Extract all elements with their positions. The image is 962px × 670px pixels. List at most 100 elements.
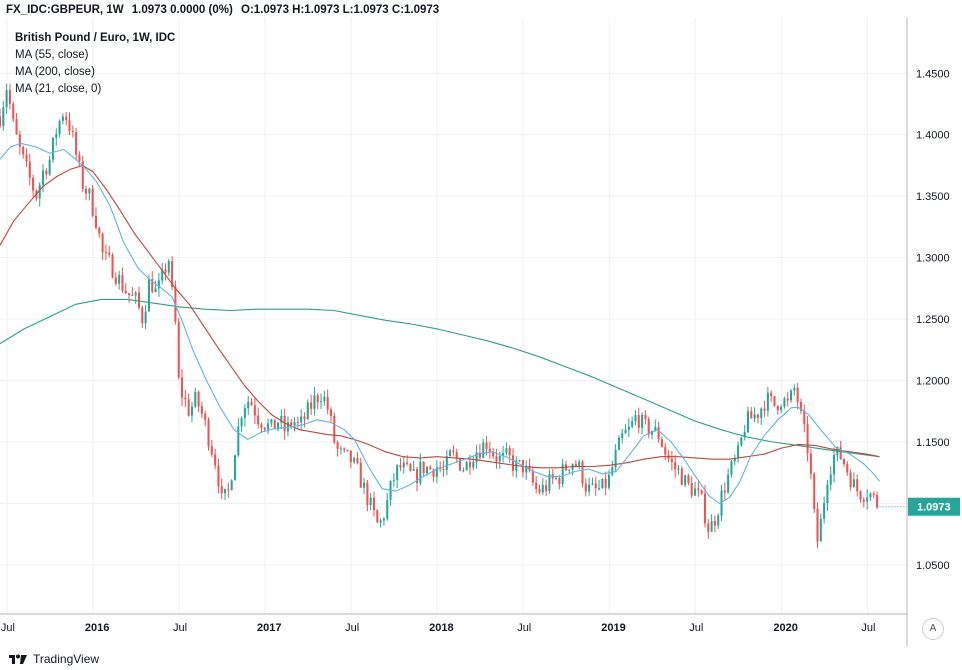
candle: [104, 244, 107, 261]
candle-body: [164, 269, 167, 273]
candle: [631, 416, 634, 429]
candle-body: [707, 523, 710, 532]
ohlc-values: O:1.0973 H:1.0973 L:1.0973 C:1.0973: [241, 4, 440, 16]
x-tick-label: Jul: [689, 622, 703, 634]
candle-body: [713, 520, 716, 526]
price-chart[interactable]: 1.05001.10001.15001.20001.25001.30001.35…: [0, 18, 962, 646]
tradingview-brand[interactable]: TradingView: [33, 652, 100, 666]
ma21-line: [0, 142, 880, 505]
candle: [872, 491, 875, 499]
candle: [38, 182, 41, 207]
candle-body: [449, 450, 452, 457]
candle: [416, 466, 419, 492]
candle-body: [75, 132, 78, 155]
candle: [372, 491, 376, 517]
auto-scale-button[interactable]: A: [922, 618, 944, 640]
candle: [733, 454, 736, 466]
candle-body: [108, 252, 111, 255]
candle-body: [58, 120, 61, 135]
candle-body: [594, 483, 597, 489]
candle: [220, 478, 223, 500]
candle: [750, 406, 753, 419]
candle-body: [22, 146, 25, 155]
candle: [766, 386, 769, 417]
candle: [455, 448, 458, 463]
candle-body: [723, 490, 726, 493]
candle: [518, 459, 521, 463]
candle: [641, 412, 644, 435]
candle-body: [349, 450, 352, 463]
candle-body: [290, 422, 293, 426]
x-tick-label: 2016: [85, 622, 109, 634]
candle: [697, 480, 700, 497]
candle-body: [525, 465, 528, 473]
candle: [776, 405, 779, 415]
candle: [343, 447, 346, 453]
candle-body: [210, 446, 213, 455]
candles: [0, 83, 879, 548]
candle: [535, 476, 538, 494]
candle-body: [396, 465, 399, 480]
symbol-label[interactable]: FX_IDC:GBPEUR, 1W: [6, 4, 124, 16]
candle-body: [293, 422, 296, 426]
candle: [488, 441, 491, 459]
candle-body: [488, 448, 491, 452]
candle-body: [826, 484, 829, 504]
candle: [462, 467, 465, 473]
candle: [786, 392, 789, 407]
candle: [290, 418, 293, 430]
candle: [780, 404, 783, 414]
candle: [634, 410, 637, 426]
candle-body: [574, 464, 577, 467]
candle-body: [25, 154, 28, 162]
candle-body: [634, 415, 637, 422]
candle-body: [475, 452, 478, 462]
candle: [399, 458, 402, 472]
candle-body: [641, 415, 644, 428]
candle-body: [432, 469, 435, 477]
candle-body: [280, 415, 283, 423]
candle-body: [300, 416, 303, 423]
candle-body: [829, 474, 832, 485]
candle-body: [733, 458, 736, 462]
candle-body: [545, 485, 548, 492]
candle-body: [743, 432, 746, 438]
candle-body: [12, 103, 15, 120]
y-tick-label: 1.2500: [916, 314, 950, 326]
candle-body: [412, 469, 415, 471]
candle-body: [664, 446, 667, 455]
candle-body: [670, 458, 673, 463]
candle: [81, 156, 84, 193]
candle: [664, 443, 667, 461]
candle: [591, 477, 594, 486]
candle-body: [214, 454, 217, 466]
candle-body: [220, 486, 223, 494]
candle-body: [260, 424, 263, 428]
candle-body: [876, 495, 879, 508]
candle: [694, 481, 697, 496]
candle-body: [71, 131, 74, 133]
candle-body: [694, 488, 697, 496]
tradingview-logo-icon[interactable]: [8, 652, 28, 666]
candle-body: [276, 422, 280, 430]
x-tick-label: Jul: [861, 622, 875, 634]
candle: [548, 469, 551, 494]
candle-body: [28, 161, 31, 178]
candle-body: [753, 414, 756, 419]
candle: [584, 478, 587, 497]
candle: [101, 232, 104, 261]
candle: [422, 461, 425, 478]
candle-body: [674, 462, 677, 470]
last-price-badge: [908, 497, 960, 516]
candle: [502, 445, 505, 463]
candle-body: [538, 488, 541, 493]
candle: [32, 174, 35, 198]
candle-body: [492, 451, 495, 457]
candle-body: [184, 397, 187, 400]
candle: [108, 245, 111, 258]
candle: [475, 444, 478, 469]
candle: [604, 471, 607, 496]
candle-body: [856, 479, 859, 492]
candle: [316, 393, 319, 410]
chart-frame[interactable]: 1.05001.10001.15001.20001.25001.30001.35…: [0, 18, 962, 646]
